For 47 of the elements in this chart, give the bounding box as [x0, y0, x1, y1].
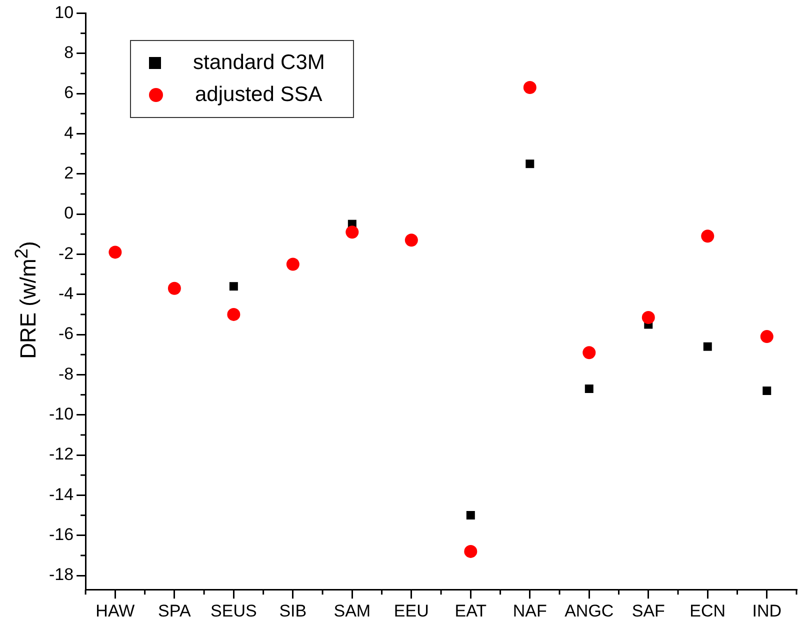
- y-tick-label: -4: [58, 284, 74, 304]
- y-tick-label: 6: [64, 83, 74, 102]
- y-tick-label: 10: [54, 2, 74, 22]
- point: [227, 308, 240, 321]
- point: [762, 386, 772, 396]
- point: [404, 234, 418, 247]
- y-tick-label: -10: [48, 404, 74, 424]
- y-tick-label: -16: [48, 525, 74, 544]
- x-tick-label: EAT: [454, 601, 487, 620]
- x-tick-label: SAM: [334, 601, 371, 620]
- point: [229, 282, 238, 291]
- point: [286, 258, 300, 271]
- point: [523, 81, 536, 94]
- x-tick-label: SEUS: [210, 601, 257, 620]
- point: [701, 230, 714, 243]
- point: [526, 160, 534, 168]
- point: [760, 330, 774, 344]
- x-tick-label: SPA: [158, 601, 192, 620]
- x-tick-label: IND: [752, 601, 782, 620]
- y-tick-label: -6: [58, 324, 74, 344]
- legend-label: standard C3M: [193, 51, 325, 75]
- point: [108, 246, 122, 259]
- y-tick-label: -12: [48, 444, 74, 464]
- point: [464, 544, 478, 558]
- point: [582, 346, 596, 360]
- y-tick-label: 0: [64, 204, 74, 223]
- y-tick-label: 2: [64, 164, 74, 183]
- y-tick-label: 8: [64, 43, 74, 62]
- x-tick-label: ECN: [690, 601, 726, 620]
- point: [346, 226, 359, 239]
- y-tick-label: -14: [48, 484, 74, 504]
- y-tick-label: 4: [64, 123, 74, 142]
- x-tick-label: ANGC: [564, 601, 614, 620]
- x-tick-label: EEU: [394, 601, 429, 620]
- point: [168, 282, 181, 295]
- x-tick-label: SAF: [632, 601, 665, 620]
- y-tick-label: -8: [58, 364, 74, 384]
- x-tick-label: HAW: [96, 601, 135, 620]
- y-tick-label: -2: [58, 244, 74, 263]
- x-tick-label: NAF: [512, 601, 547, 620]
- point: [466, 511, 475, 520]
- point: [584, 384, 594, 394]
- point: [703, 342, 712, 351]
- point: [642, 310, 655, 324]
- y-tick-label: -18: [48, 565, 74, 584]
- x-tick-label: SIB: [279, 601, 307, 620]
- legend-label: adjusted SSA: [195, 83, 322, 107]
